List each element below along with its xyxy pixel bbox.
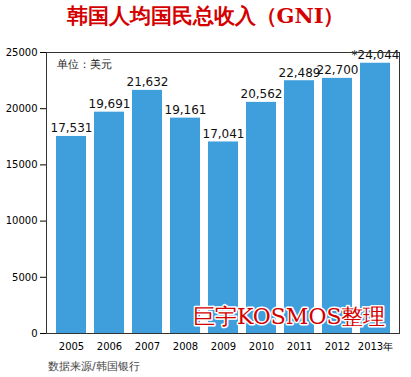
html-text:数据来源/韩国银行: 数据来源/韩国银行 — [48, 360, 140, 373]
svg-text:20,562: 20,562 — [241, 87, 283, 101]
svg-text:25000: 25000 — [6, 47, 38, 58]
svg-text:2006: 2006 — [97, 341, 122, 352]
svg-text:22,700: 22,700 — [317, 63, 359, 77]
svg-text:10000: 10000 — [6, 215, 38, 226]
svg-text:2005: 2005 — [59, 341, 84, 352]
svg-text:17,041: 17,041 — [203, 127, 245, 141]
svg-text:2010: 2010 — [249, 341, 274, 352]
html-text:韩国人均国民总收入（GNI）: 韩国人均国民总收入（GNI） — [66, 3, 345, 28]
svg-text:21,632: 21,632 — [127, 75, 169, 89]
svg-text:单位：美元: 单位：美元 — [57, 58, 112, 71]
svg-text:2012: 2012 — [325, 341, 350, 352]
svg-text:*24,044: *24,044 — [352, 48, 400, 62]
svg-text:2007: 2007 — [135, 341, 160, 352]
svg-text:2008: 2008 — [173, 341, 198, 352]
svg-text:2013年: 2013年 — [358, 341, 393, 352]
svg-text:巨宇KOSMOS整理: 巨宇KOSMOS整理 — [193, 304, 386, 329]
svg-text:20000: 20000 — [6, 103, 38, 114]
svg-text:5000: 5000 — [12, 272, 37, 283]
svg-text:22,489: 22,489 — [279, 66, 321, 80]
svg-text:0: 0 — [31, 328, 37, 339]
svg-text:19,691: 19,691 — [89, 97, 131, 111]
svg-text:2011: 2011 — [287, 341, 312, 352]
svg-text:15000: 15000 — [6, 159, 38, 170]
svg-text:2009: 2009 — [211, 341, 236, 352]
svg-text:17,531: 17,531 — [51, 121, 93, 135]
svg-text:19,161: 19,161 — [165, 103, 207, 117]
